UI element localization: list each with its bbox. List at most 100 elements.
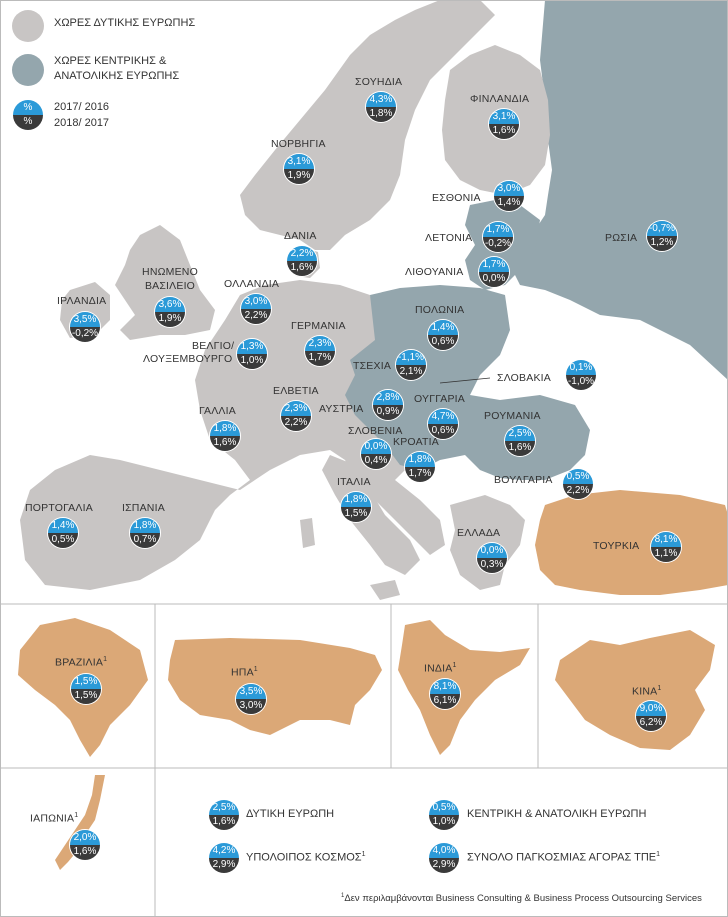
- slovenia-value-2018: 0,4%: [361, 454, 391, 469]
- usa-label: ΗΠΑ1: [231, 666, 258, 679]
- lithuania-value-2018: 0,0%: [479, 272, 509, 287]
- norway-value-2017: 3,1%: [284, 154, 314, 169]
- ireland-label: ΙΡΛΑΝΔΙΑ: [57, 295, 107, 307]
- norway-badge: 3,1% 1,9%: [284, 154, 314, 184]
- summary-total-footnote-mark: 1: [656, 851, 661, 858]
- germany-value-2018: 1,7%: [305, 351, 335, 366]
- summary-western-value-2018: 1,6%: [209, 815, 239, 830]
- russia-label: ΡΩΣΙΑ: [605, 232, 638, 244]
- slovenia-label: ΣΛΟΒΕΝΙΑ: [348, 425, 403, 437]
- estonia-label: ΕΣΘΟΝΙΑ: [432, 192, 481, 204]
- summary-rest-badge: 4,2% 2,9%: [209, 843, 239, 873]
- latvia-label: ΛΕΤΟΝΙΑ: [425, 232, 473, 244]
- czech-badge: -1,1% 2,1%: [396, 350, 426, 380]
- summary-rest-label: ΥΠΟΛΟΙΠΟΣ ΚΟΣΜΟΣ1: [246, 851, 366, 864]
- china-name: ΚΙΝΑ: [632, 685, 658, 698]
- poland-value-2017: 1,4%: [428, 320, 458, 335]
- china-shape: [555, 630, 715, 750]
- usa-badge: 3,5% 3,0%: [236, 684, 266, 714]
- switzerland-label: ΕΛΒΕΤΙΑ: [273, 385, 319, 397]
- germany-label: ΓΕΡΜΑΝΙΑ: [291, 320, 346, 332]
- lithuania-badge: 1,7% 0,0%: [479, 257, 509, 287]
- poland-badge: 1,4% 0,6%: [428, 320, 458, 350]
- india-value-2017: 8,1%: [430, 679, 460, 694]
- austria-value-2017: 2,8%: [373, 390, 403, 405]
- turkey-label: ΤΟΥΡΚΙΑ: [593, 540, 640, 552]
- netherlands-value-2018: 2,2%: [241, 309, 271, 324]
- greece-badge: 0,0% 0,3%: [477, 543, 507, 573]
- finland-value-2017: 3,1%: [489, 109, 519, 124]
- latvia-value-2018: -0,2%: [483, 237, 513, 252]
- latvia-value-2017: 1,7%: [483, 222, 513, 237]
- spain-value-2018: 0,7%: [130, 533, 160, 548]
- china-value-2017: 9,0%: [636, 701, 666, 716]
- france-badge: 1,8% 1,6%: [210, 421, 240, 451]
- slovenia-value-2017: 0,0%: [361, 439, 391, 454]
- footnote: 1Δεν περιλαμβάνονται Business Consulting…: [341, 893, 702, 904]
- usa-name: ΗΠΑ: [231, 666, 254, 679]
- uk-label-1: ΗΝΩΜΕΝΟ: [142, 266, 198, 278]
- latvia-badge: 1,7% -0,2%: [483, 222, 513, 252]
- russia-badge: -0,7% 1,2%: [647, 221, 677, 251]
- summary-western-value-2017: 2,5%: [209, 800, 239, 815]
- legend-central-swatch: [12, 54, 44, 86]
- denmark-value-2018: 1,6%: [287, 261, 317, 276]
- france-label: ΓΑΛΛΙΑ: [199, 405, 236, 417]
- japan-footnote-mark: 1: [74, 812, 79, 819]
- usa-footnote-mark: 1: [253, 666, 258, 673]
- uk-label-2: ΒΑΣΙΛΕΙΟ: [144, 280, 196, 292]
- estonia-value-2017: 3,0%: [494, 181, 524, 196]
- croatia-value-2018: 1,7%: [405, 467, 435, 482]
- czech-label: ΤΣΕΧΙΑ: [353, 360, 392, 372]
- sardinia-shape: [300, 518, 315, 548]
- belgium-value-2018: 1,0%: [237, 354, 267, 369]
- finland-label: ΦΙΝΛΑΝΔΙΑ: [470, 93, 530, 105]
- uk-value-2018: 1,9%: [155, 312, 185, 327]
- finland-value-2018: 1,6%: [489, 124, 519, 139]
- bulgaria-label: ΒΟΥΛΓΑΡΙΑ: [494, 474, 553, 486]
- austria-label: ΑΥΣΤΡΙΑ: [319, 403, 364, 415]
- germany-badge: 2,3% 1,7%: [305, 336, 335, 366]
- denmark-value-2017: 2,2%: [287, 246, 317, 261]
- croatia-badge: 1,8% 1,7%: [405, 452, 435, 482]
- italy-label: ΙΤΑΛΙΑ: [337, 476, 371, 488]
- japan-name: ΙΑΠΩΝΙΑ: [30, 812, 75, 825]
- spain-value-2017: 1,8%: [130, 518, 160, 533]
- usa-value-2018: 3,0%: [236, 699, 266, 714]
- slovakia-label: ΣΛΟΒΑΚΙΑ: [497, 372, 551, 384]
- usa-shape: [168, 638, 382, 735]
- brazil-value-2018: 1,5%: [71, 689, 101, 704]
- ireland-badge: 3,5% -0,2%: [70, 312, 100, 342]
- france-value-2017: 1,8%: [210, 421, 240, 436]
- sweden-value-2017: 4,3%: [366, 92, 396, 107]
- belgium-value-2017: 1,3%: [237, 339, 267, 354]
- sweden-label: ΣΟΥΗΔΙΑ: [355, 76, 403, 88]
- sweden-badge: 4,3% 1,8%: [366, 92, 396, 122]
- summary-rest-value-2018: 2,9%: [209, 858, 239, 873]
- lithuania-value-2017: 1,7%: [479, 257, 509, 272]
- usa-value-2017: 3,5%: [236, 684, 266, 699]
- legend-badge-bottom: %: [13, 115, 43, 130]
- czech-value-2017: -1,1%: [396, 350, 426, 365]
- russia-value-2018: 1,2%: [647, 236, 677, 251]
- czech-value-2018: 2,1%: [396, 365, 426, 380]
- italy-badge: 1,8% 1,5%: [341, 492, 371, 522]
- ireland-value-2018: -0,2%: [70, 327, 100, 342]
- greece-label: ΕΛΛΑΔΑ: [457, 527, 501, 539]
- china-footnote-mark: 1: [657, 685, 662, 692]
- turkey-badge: 8,1% 1,1%: [651, 532, 681, 562]
- india-value-2018: 6,1%: [430, 694, 460, 709]
- belgium-label-1: ΒΕΛΓΙΟ/: [192, 340, 235, 352]
- india-footnote-mark: 1: [452, 662, 457, 669]
- brazil-badge: 1,5% 1,5%: [71, 674, 101, 704]
- switzerland-badge: 2,3% 2,2%: [281, 401, 311, 431]
- footnote-mark: 1: [341, 893, 345, 899]
- sicily-shape: [370, 580, 400, 600]
- norway-label: ΝΟΡΒΗΓΙΑ: [271, 138, 326, 150]
- turkey-value-2017: 8,1%: [651, 532, 681, 547]
- bulgaria-badge: 0,5% 2,2%: [563, 469, 593, 499]
- belgium-label-2: ΛΟΥΞΕΜΒΟΥΡΓΟ: [143, 353, 233, 365]
- summary-total-value-2017: 4,0%: [429, 843, 459, 858]
- romania-value-2017: 2,5%: [505, 426, 535, 441]
